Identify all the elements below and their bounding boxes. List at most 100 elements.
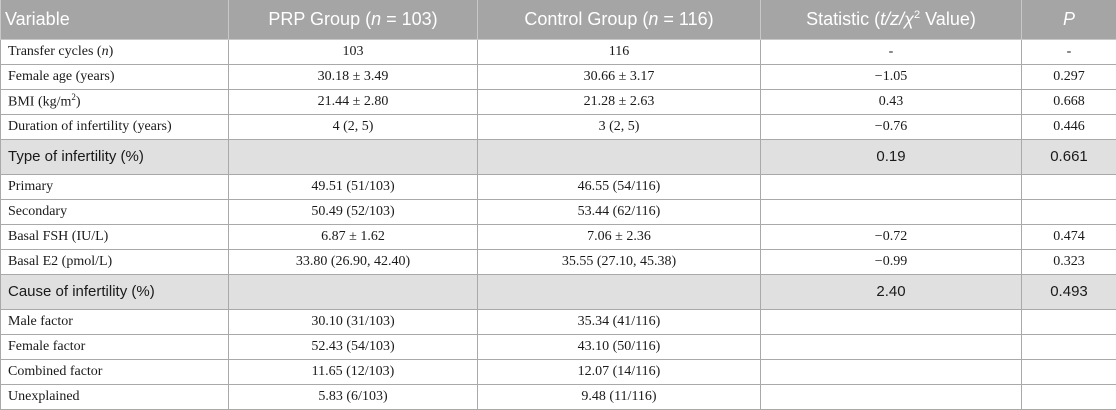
cell-prp: 6.87 ± 1.62 (229, 224, 478, 249)
row-label: Combined factor (1, 359, 229, 384)
cell-p (1022, 174, 1116, 199)
cell-statistic: 0.19 (761, 139, 1022, 174)
table-section-cause-of-infertility: Cause of infertility (%) 2.40 0.493 (1, 274, 1116, 309)
cell-prp: 52.43 (54/103) (229, 334, 478, 359)
header-p-label: P (1063, 9, 1075, 29)
cell-control: 53.44 (62/116) (478, 199, 761, 224)
cell-prp: 21.44 ± 2.80 (229, 89, 478, 114)
cell-prp: 33.80 (26.90, 42.40) (229, 249, 478, 274)
header-stat-prefix: Statistic ( (806, 9, 880, 29)
table-row-bmi: BMI (kg/m2) 21.44 ± 2.80 21.28 ± 2.63 0.… (1, 89, 1116, 114)
row-label-prefix: Transfer cycles ( (8, 44, 102, 59)
row-label-suffix: ) (76, 95, 81, 110)
header-prp-group: PRP Group (n = 103) (229, 0, 478, 39)
row-label: Duration of infertility (years) (1, 114, 229, 139)
cell-statistic (761, 359, 1022, 384)
header-control-prefix: Control Group ( (524, 9, 648, 29)
row-label-prefix: BMI (kg/m (8, 95, 71, 110)
cell-control: 21.28 ± 2.63 (478, 89, 761, 114)
cell-p: 0.323 (1022, 249, 1116, 274)
header-prp-prefix: PRP Group ( (268, 9, 371, 29)
cell-p: 0.661 (1022, 139, 1116, 174)
table-row-transfer-cycles: Transfer cycles (n) 103 116 - - (1, 39, 1116, 64)
header-stat-vars: t/z/χ (880, 9, 914, 29)
cell-p (1022, 199, 1116, 224)
cell-prp: 11.65 (12/103) (229, 359, 478, 384)
cell-statistic: −0.99 (761, 249, 1022, 274)
cell-prp: 5.83 (6/103) (229, 384, 478, 409)
row-label: BMI (kg/m2) (1, 89, 229, 114)
header-control-group: Control Group (n = 116) (478, 0, 761, 39)
table-row-female-factor: Female factor 52.43 (54/103) 43.10 (50/1… (1, 334, 1116, 359)
table-row-duration: Duration of infertility (years) 4 (2, 5)… (1, 114, 1116, 139)
cell-control: 116 (478, 39, 761, 64)
table-row-male-factor: Male factor 30.10 (31/103) 35.34 (41/116… (1, 309, 1116, 334)
cell-control: 30.66 ± 3.17 (478, 64, 761, 89)
cell-p (1022, 384, 1116, 409)
cell-p: 0.446 (1022, 114, 1116, 139)
row-label: Transfer cycles (n) (1, 39, 229, 64)
row-label: Basal E2 (pmol/L) (1, 249, 229, 274)
row-label: Female age (years) (1, 64, 229, 89)
cell-p (1022, 309, 1116, 334)
cell-p (1022, 359, 1116, 384)
table-row-basal-e2: Basal E2 (pmol/L) 33.80 (26.90, 42.40) 3… (1, 249, 1116, 274)
header-prp-n: n (371, 9, 381, 29)
cell-prp (229, 139, 478, 174)
cell-p: 0.668 (1022, 89, 1116, 114)
cell-prp: 30.10 (31/103) (229, 309, 478, 334)
section-label: Type of infertility (%) (1, 139, 229, 174)
cell-control: 35.55 (27.10, 45.38) (478, 249, 761, 274)
cell-p: 0.474 (1022, 224, 1116, 249)
cell-statistic: −0.72 (761, 224, 1022, 249)
cell-statistic (761, 309, 1022, 334)
header-control-suffix: = 116) (658, 9, 713, 29)
row-label: Basal FSH (IU/L) (1, 224, 229, 249)
table-header-row: Variable PRP Group (n = 103) Control Gro… (1, 0, 1116, 39)
cell-statistic: 0.43 (761, 89, 1022, 114)
table-row-unexplained: Unexplained 5.83 (6/103) 9.48 (11/116) (1, 384, 1116, 409)
cell-control (478, 139, 761, 174)
row-label: Female factor (1, 334, 229, 359)
cell-statistic (761, 174, 1022, 199)
cell-statistic: −0.76 (761, 114, 1022, 139)
cell-p: 0.493 (1022, 274, 1116, 309)
cell-control: 43.10 (50/116) (478, 334, 761, 359)
cell-prp (229, 274, 478, 309)
cell-prp: 103 (229, 39, 478, 64)
cell-control: 12.07 (14/116) (478, 359, 761, 384)
header-statistic: Statistic (t/z/χ2 Value) (761, 0, 1022, 39)
cell-statistic (761, 334, 1022, 359)
cell-prp: 50.49 (52/103) (229, 199, 478, 224)
table-row-primary: Primary 49.51 (51/103) 46.55 (54/116) (1, 174, 1116, 199)
header-control-n: n (648, 9, 658, 29)
cell-statistic (761, 199, 1022, 224)
row-label: Secondary (1, 199, 229, 224)
cell-control: 35.34 (41/116) (478, 309, 761, 334)
cell-p (1022, 334, 1116, 359)
cell-control: 3 (2, 5) (478, 114, 761, 139)
table-row-combined-factor: Combined factor 11.65 (12/103) 12.07 (14… (1, 359, 1116, 384)
row-label: Primary (1, 174, 229, 199)
header-prp-suffix: = 103) (381, 9, 438, 29)
table-row-basal-fsh: Basal FSH (IU/L) 6.87 ± 1.62 7.06 ± 2.36… (1, 224, 1116, 249)
cell-prp: 4 (2, 5) (229, 114, 478, 139)
cell-p: 0.297 (1022, 64, 1116, 89)
section-label: Cause of infertility (%) (1, 274, 229, 309)
cell-control: 7.06 ± 2.36 (478, 224, 761, 249)
header-stat-suffix: Value) (920, 9, 976, 29)
table-section-type-of-infertility: Type of infertility (%) 0.19 0.661 (1, 139, 1116, 174)
cell-statistic: −1.05 (761, 64, 1022, 89)
cell-statistic: 2.40 (761, 274, 1022, 309)
cell-prp: 30.18 ± 3.49 (229, 64, 478, 89)
cell-statistic (761, 384, 1022, 409)
cell-control: 46.55 (54/116) (478, 174, 761, 199)
cell-control (478, 274, 761, 309)
cell-statistic: - (761, 39, 1022, 64)
header-p: P (1022, 0, 1116, 39)
row-label-suffix: ) (109, 44, 114, 59)
cell-p: - (1022, 39, 1116, 64)
table-row-female-age: Female age (years) 30.18 ± 3.49 30.66 ± … (1, 64, 1116, 89)
row-label: Unexplained (1, 384, 229, 409)
